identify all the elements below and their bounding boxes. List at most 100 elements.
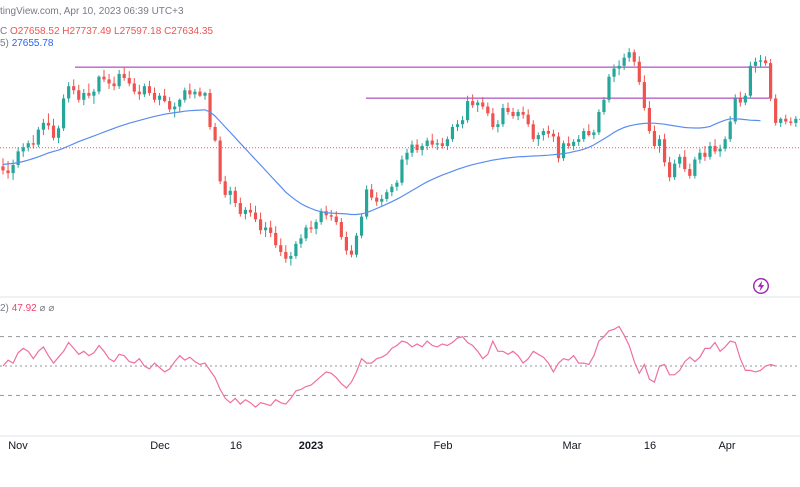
candle-body (208, 92, 212, 127)
candle-body (652, 131, 657, 146)
candle-body (213, 126, 217, 141)
x-tick-label: Mar (562, 440, 582, 452)
candle-body (622, 57, 626, 66)
candle-body (769, 63, 773, 99)
candle-body (178, 99, 182, 107)
ma-value: 27655.78 (11, 38, 54, 49)
candle-body (647, 107, 651, 132)
candle-body (476, 102, 480, 106)
candle-body (607, 76, 611, 100)
candle-body (683, 156, 687, 170)
candle-body (324, 211, 328, 216)
candle-body (541, 131, 545, 136)
lightning-circle-icon[interactable] (752, 277, 770, 295)
candle-body (491, 113, 495, 127)
candle-body (31, 143, 35, 145)
candle-body (117, 73, 121, 87)
candle-body (662, 139, 667, 163)
candle-body (486, 106, 490, 114)
candle-body (637, 61, 641, 83)
candle-body (577, 139, 581, 142)
x-tick-label: Dec (150, 440, 170, 452)
candle-body (375, 197, 379, 202)
candle-body (132, 83, 136, 92)
candle-body (21, 147, 25, 152)
candle-body (152, 92, 157, 100)
candle-body (319, 211, 323, 223)
candle-body (349, 250, 354, 255)
candle-body (673, 163, 677, 178)
candle-body (506, 107, 510, 113)
candle-body (738, 98, 742, 103)
candle-body (97, 76, 101, 92)
candle-body (758, 60, 763, 62)
candle-body (668, 162, 672, 178)
candle-body (678, 156, 682, 164)
candle-body (784, 118, 788, 122)
candle-body (243, 209, 247, 214)
candle-body (26, 143, 30, 148)
candle-body (471, 101, 475, 106)
candle-body (440, 143, 444, 146)
candle-body (400, 159, 404, 183)
candle-body (612, 68, 616, 77)
candle-body (657, 139, 662, 146)
rsi-extra-1: ⌀ (39, 303, 46, 314)
candle-body (299, 238, 303, 244)
candle-body (466, 101, 470, 121)
candle-body (551, 133, 556, 137)
candle-body (531, 124, 535, 140)
candle-body (233, 190, 237, 204)
rsi-value: 47.92 (11, 303, 37, 314)
candle-body (572, 141, 576, 146)
candle-body (763, 60, 768, 64)
candle-body (82, 92, 86, 100)
candle-body (496, 124, 500, 127)
candle-body (688, 169, 692, 176)
candle-body (546, 131, 550, 134)
ohlc-row: C O27658.52 H27737.49 L27597.18 C27634.3… (0, 26, 213, 38)
candle-body (501, 107, 505, 125)
candle-body (203, 92, 207, 96)
candle-body (592, 132, 596, 136)
x-tick-label: Nov (8, 440, 28, 452)
candle-body (420, 145, 424, 151)
candle-body (693, 159, 697, 176)
candle-body (627, 52, 631, 58)
candle-body (733, 98, 737, 122)
candle-body (567, 143, 571, 146)
candle-body (597, 112, 601, 133)
candle-body (748, 65, 752, 96)
high-value: H27737.49 (62, 26, 112, 37)
candle-body (435, 143, 439, 145)
candle-body (274, 232, 278, 246)
candle-body (430, 140, 434, 145)
candle-body (703, 152, 707, 157)
candle-body (56, 128, 61, 138)
candle-body (41, 122, 45, 130)
candle-body (289, 256, 293, 259)
candle-body (455, 124, 460, 127)
candle-body (168, 101, 172, 110)
candle-body (774, 98, 778, 123)
candle-body (723, 139, 727, 149)
candle-body (789, 121, 793, 123)
candle-body (450, 126, 455, 140)
candle-body (425, 140, 429, 146)
candle-body (258, 219, 263, 231)
candle-body (329, 215, 333, 217)
candle-body (304, 227, 308, 239)
candle-body (284, 251, 288, 259)
candle-body (228, 190, 232, 195)
x-tick-label: 2023 (298, 440, 324, 452)
candle-body (556, 136, 561, 159)
candle-body (385, 192, 389, 199)
candle-body (370, 189, 374, 198)
candle-body (344, 237, 348, 251)
candle-body (36, 129, 40, 145)
moving-average-line (2, 109, 761, 216)
candle-body (157, 95, 162, 100)
rsi-extra-2: ⌀ (48, 303, 55, 314)
candle-body (632, 52, 636, 62)
